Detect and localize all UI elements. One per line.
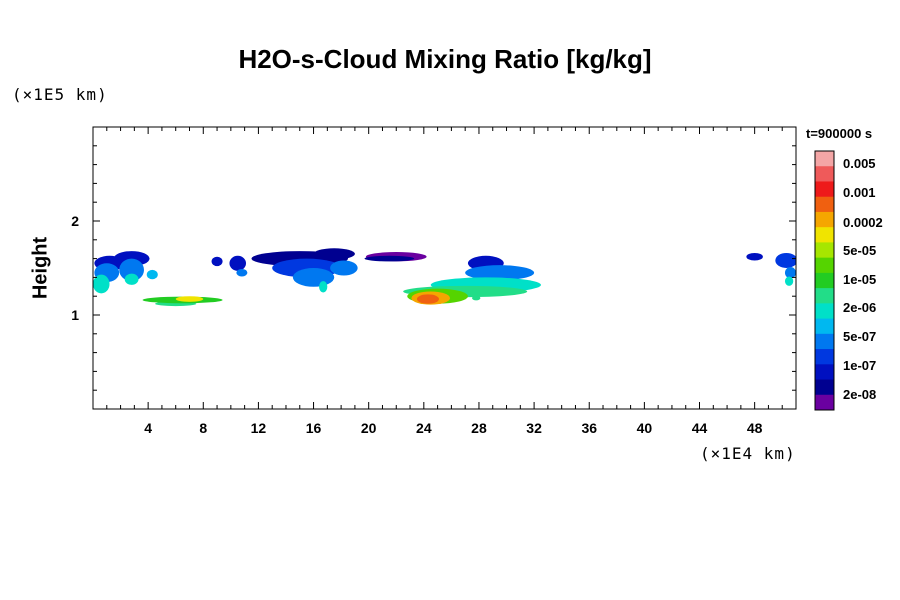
cloud-region [93, 274, 110, 294]
colorbar-label: 0.0002 [843, 215, 883, 230]
y-tick-label: 1 [71, 307, 79, 323]
colorbar-label: 5e-07 [843, 329, 876, 344]
cloud-region [175, 296, 204, 302]
colorbar-label: 1e-07 [843, 358, 876, 373]
cloud-region [313, 248, 355, 260]
x-tick-label: 12 [251, 420, 267, 436]
x-tick-label: 20 [361, 420, 377, 436]
colorbar-frame [814, 150, 835, 411]
x-tick-label: 40 [637, 420, 653, 436]
colorbar-swatch [815, 333, 834, 350]
cloud-region [229, 255, 247, 271]
x-tick-label: 8 [199, 420, 207, 436]
cloud-region [119, 258, 145, 282]
cloud-region [292, 268, 335, 287]
cloud-region [465, 265, 535, 281]
y-tick-label: 2 [71, 213, 79, 229]
x-tick-label: 24 [416, 420, 432, 436]
cloud-region [416, 294, 439, 304]
plot-frame [92, 126, 797, 410]
cloud-region [124, 273, 139, 285]
x-tick-label: 28 [471, 420, 487, 436]
x-tick-label: 48 [747, 420, 763, 436]
cloud-region [236, 268, 248, 277]
x-tick-label: 32 [526, 420, 542, 436]
x-tick-label: 16 [306, 420, 322, 436]
cloud-region [330, 260, 358, 276]
cloud-region [784, 267, 796, 279]
colorbar-label: 0.005 [843, 156, 876, 171]
colorbar-swatch [815, 349, 834, 365]
colorbar-label: 2e-06 [843, 300, 876, 315]
colorbar-swatch [815, 394, 834, 411]
cloud-region [364, 255, 415, 262]
chart-title: H2O-s-Cloud Mixing Ratio [kg/kg] [238, 44, 652, 74]
colorbar-swatch [815, 181, 834, 198]
colorbar-swatch [815, 151, 834, 167]
colorbar-label: 2e-08 [843, 387, 876, 402]
cloud-region [146, 269, 158, 280]
cloud-region [319, 281, 328, 293]
colorbar-swatch [815, 242, 834, 259]
cloud-region [775, 252, 796, 268]
colorbar-swatch [815, 211, 834, 228]
time-label: t=900000 s [806, 126, 873, 141]
colorbar: 0.005 0.001 0.0002 5e-05 1e-05 2e-06 5e-07 1e-0… [814, 150, 883, 411]
cloud-region [211, 256, 223, 267]
x-tick-label: 4 [144, 420, 152, 436]
colorbar-swatch [815, 257, 834, 274]
colorbar-swatch [815, 166, 834, 182]
colorbar-swatch [815, 364, 834, 381]
colorbar-swatch [815, 318, 834, 335]
cloud-region [784, 276, 794, 286]
colorbar-swatch [815, 196, 834, 213]
x-tick-label: 44 [692, 420, 708, 436]
colorbar-swatch [815, 227, 834, 243]
colorbar-swatch [815, 288, 834, 304]
colorbar-swatch [815, 303, 834, 320]
cloud-field [93, 248, 796, 307]
x-tick-label: 36 [581, 420, 597, 436]
cloud-region [472, 295, 481, 301]
colorbar-label: 1e-05 [843, 272, 876, 287]
y-unit-label: (×1E5 km) [12, 85, 108, 104]
colorbar-label: 0.001 [843, 185, 876, 200]
cloud-region [746, 252, 763, 261]
colorbar-label: 5e-05 [843, 243, 876, 258]
colorbar-swatch [815, 379, 834, 396]
x-unit-label: (×1E4 km) [700, 444, 796, 463]
colorbar-swatch [815, 272, 834, 289]
